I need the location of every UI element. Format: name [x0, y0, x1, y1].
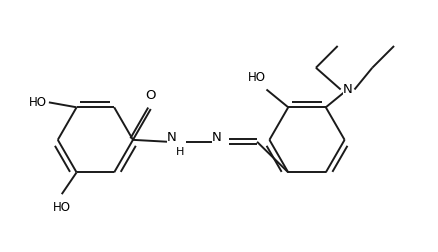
Text: HO: HO [53, 201, 71, 214]
Text: N: N [343, 83, 353, 96]
Text: O: O [145, 89, 156, 102]
Text: HO: HO [29, 96, 47, 109]
Text: H: H [177, 147, 185, 157]
Text: HO: HO [247, 71, 265, 84]
Text: N: N [212, 131, 222, 144]
Text: N: N [167, 131, 177, 144]
